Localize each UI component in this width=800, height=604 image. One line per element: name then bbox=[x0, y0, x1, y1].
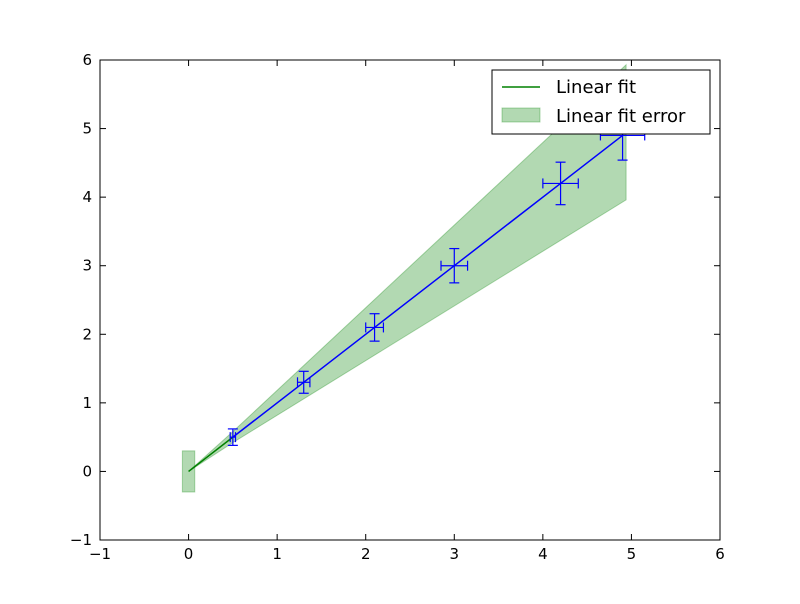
legend-label-linear-fit: Linear fit bbox=[556, 77, 636, 98]
data-point bbox=[440, 247, 469, 284]
linear-fit-line bbox=[188, 436, 234, 473]
y-tick-label: 6 bbox=[82, 51, 92, 69]
x-tick-label: 6 bbox=[715, 545, 725, 563]
y-tick-label: 2 bbox=[82, 325, 92, 343]
axes-frame bbox=[99, 59, 721, 541]
x-tick-label: −1 bbox=[89, 545, 111, 563]
data-point bbox=[227, 428, 238, 446]
y-tick-label: 1 bbox=[82, 394, 92, 412]
y-tick-label: 3 bbox=[82, 257, 92, 275]
x-tick-label: 3 bbox=[450, 545, 460, 563]
y-tick-label: 5 bbox=[82, 120, 92, 138]
error-band-origin-patch bbox=[181, 450, 196, 493]
x-tick-label: 2 bbox=[361, 545, 371, 563]
data-point bbox=[365, 313, 385, 342]
plot-layer bbox=[181, 63, 646, 493]
x-tick-label: 0 bbox=[184, 545, 194, 563]
y-tick-label: 4 bbox=[82, 188, 92, 206]
data-point bbox=[296, 370, 311, 394]
y-tick-label: −1 bbox=[70, 531, 92, 549]
axes-layer: −1 0 1 2 3 4 5 6 −1 0 1 2 3 4 5 6 bbox=[70, 51, 725, 563]
legend-box bbox=[491, 69, 711, 135]
legend: Linear fit Linear fit error bbox=[491, 69, 711, 135]
x-tick-label: 1 bbox=[272, 545, 282, 563]
data-line bbox=[232, 134, 624, 438]
y-tick-label: 0 bbox=[82, 462, 92, 480]
x-tick-label: 5 bbox=[627, 545, 637, 563]
legend-label-linear-fit-error: Linear fit error bbox=[556, 106, 686, 127]
x-tick-label: 4 bbox=[538, 545, 548, 563]
data-point bbox=[542, 161, 579, 206]
legend-patch-swatch bbox=[501, 107, 541, 123]
